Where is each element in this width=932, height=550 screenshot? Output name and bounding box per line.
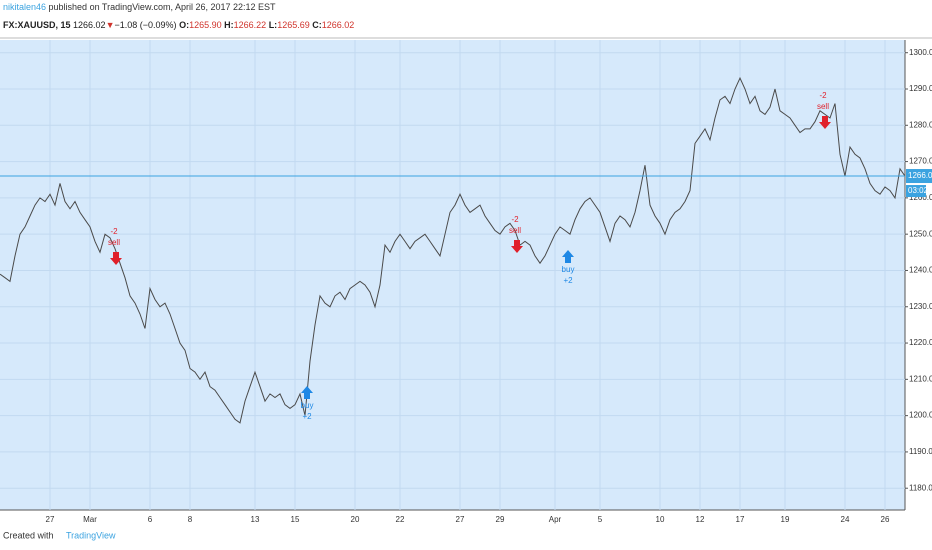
x-tick-label: 29 (496, 515, 505, 524)
y-tick-label: 1220.00 (909, 338, 932, 347)
footer-created: Created with (3, 530, 54, 540)
published: published on TradingView.com, April 26, … (46, 2, 276, 12)
x-tick-label: Mar (83, 515, 97, 524)
x-tick-label: 6 (148, 515, 153, 524)
x-tick-label: 15 (291, 515, 300, 524)
x-tick-label: 26 (881, 515, 890, 524)
y-tick-label: 1180.00 (909, 483, 932, 492)
price-line (0, 76, 906, 424)
l-label: L: (269, 20, 278, 30)
signal-qty: -2 (110, 227, 118, 236)
signal-text: sell (108, 238, 120, 247)
signal-text: sell (509, 226, 521, 235)
buy-arrow (301, 386, 313, 399)
signal-qty: -2 (819, 91, 827, 100)
x-tick-label: 20 (351, 515, 360, 524)
buy-arrow (562, 250, 574, 263)
low: 1265.69 (277, 20, 310, 30)
plot-background (0, 40, 905, 510)
sell-arrow (819, 116, 831, 129)
y-tick-label: 1300.00 (909, 48, 932, 57)
y-tick-label: 1250.00 (909, 229, 932, 238)
y-tick-label: 1210.00 (909, 374, 932, 383)
x-tick-label: 8 (188, 515, 193, 524)
y-tick-label: 1270.00 (909, 157, 932, 166)
change-arrow: ▼ (106, 20, 115, 30)
last: 1266.02 (73, 20, 106, 30)
y-tick-label: 1280.00 (909, 120, 932, 129)
y-tick-label: 1200.00 (909, 411, 932, 420)
signal-qty: +2 (563, 276, 573, 285)
symbol-line: FX:XAUUSD, 15 1266.02▼−1.08 (−0.09%) O:1… (3, 20, 354, 30)
x-tick-label: 10 (656, 515, 665, 524)
symbol: FX:XAUUSD, 15 (3, 20, 71, 30)
open: 1265.90 (189, 20, 222, 30)
y-tick-label: 1230.00 (909, 302, 932, 311)
x-tick-label: Apr (549, 515, 562, 524)
o-label: O: (179, 20, 189, 30)
h-label: H: (224, 20, 234, 30)
signal-text: buy (301, 401, 314, 410)
x-tick-label: 27 (456, 515, 465, 524)
signal-qty: +2 (302, 412, 312, 421)
change: −1.08 (−0.09%) (115, 20, 177, 30)
signal-text: buy (562, 265, 575, 274)
x-tick-label: 17 (736, 515, 745, 524)
author[interactable]: nikitalen46 (3, 2, 46, 12)
signal-text: sell (817, 102, 829, 111)
x-tick-label: 22 (396, 515, 405, 524)
x-tick-label: 13 (251, 515, 260, 524)
close: 1266.02 (322, 20, 355, 30)
y-tick-label: 1260.00 (909, 193, 932, 202)
sell-arrow (511, 240, 523, 253)
footer-brand[interactable]: TradingView (66, 530, 116, 540)
header-line: nikitalen46 published on TradingView.com… (3, 2, 276, 12)
countdown-box (906, 185, 926, 198)
countdown-label: 03:02 (908, 186, 929, 195)
x-tick-label: 19 (781, 515, 790, 524)
y-tick-label: 1290.00 (909, 84, 932, 93)
c-label: C: (312, 20, 322, 30)
y-tick-label: 1190.00 (909, 447, 932, 456)
x-tick-label: 24 (841, 515, 850, 524)
y-tick-label: 1240.00 (909, 266, 932, 275)
high: 1266.22 (234, 20, 267, 30)
x-tick-label: 5 (598, 515, 603, 524)
signal-qty: -2 (511, 215, 519, 224)
x-tick-label: 27 (46, 515, 55, 524)
last-price-box (906, 169, 932, 184)
x-tick-label: 12 (696, 515, 705, 524)
last-price-label: 1266.02 (908, 171, 932, 180)
sell-arrow (110, 252, 122, 265)
